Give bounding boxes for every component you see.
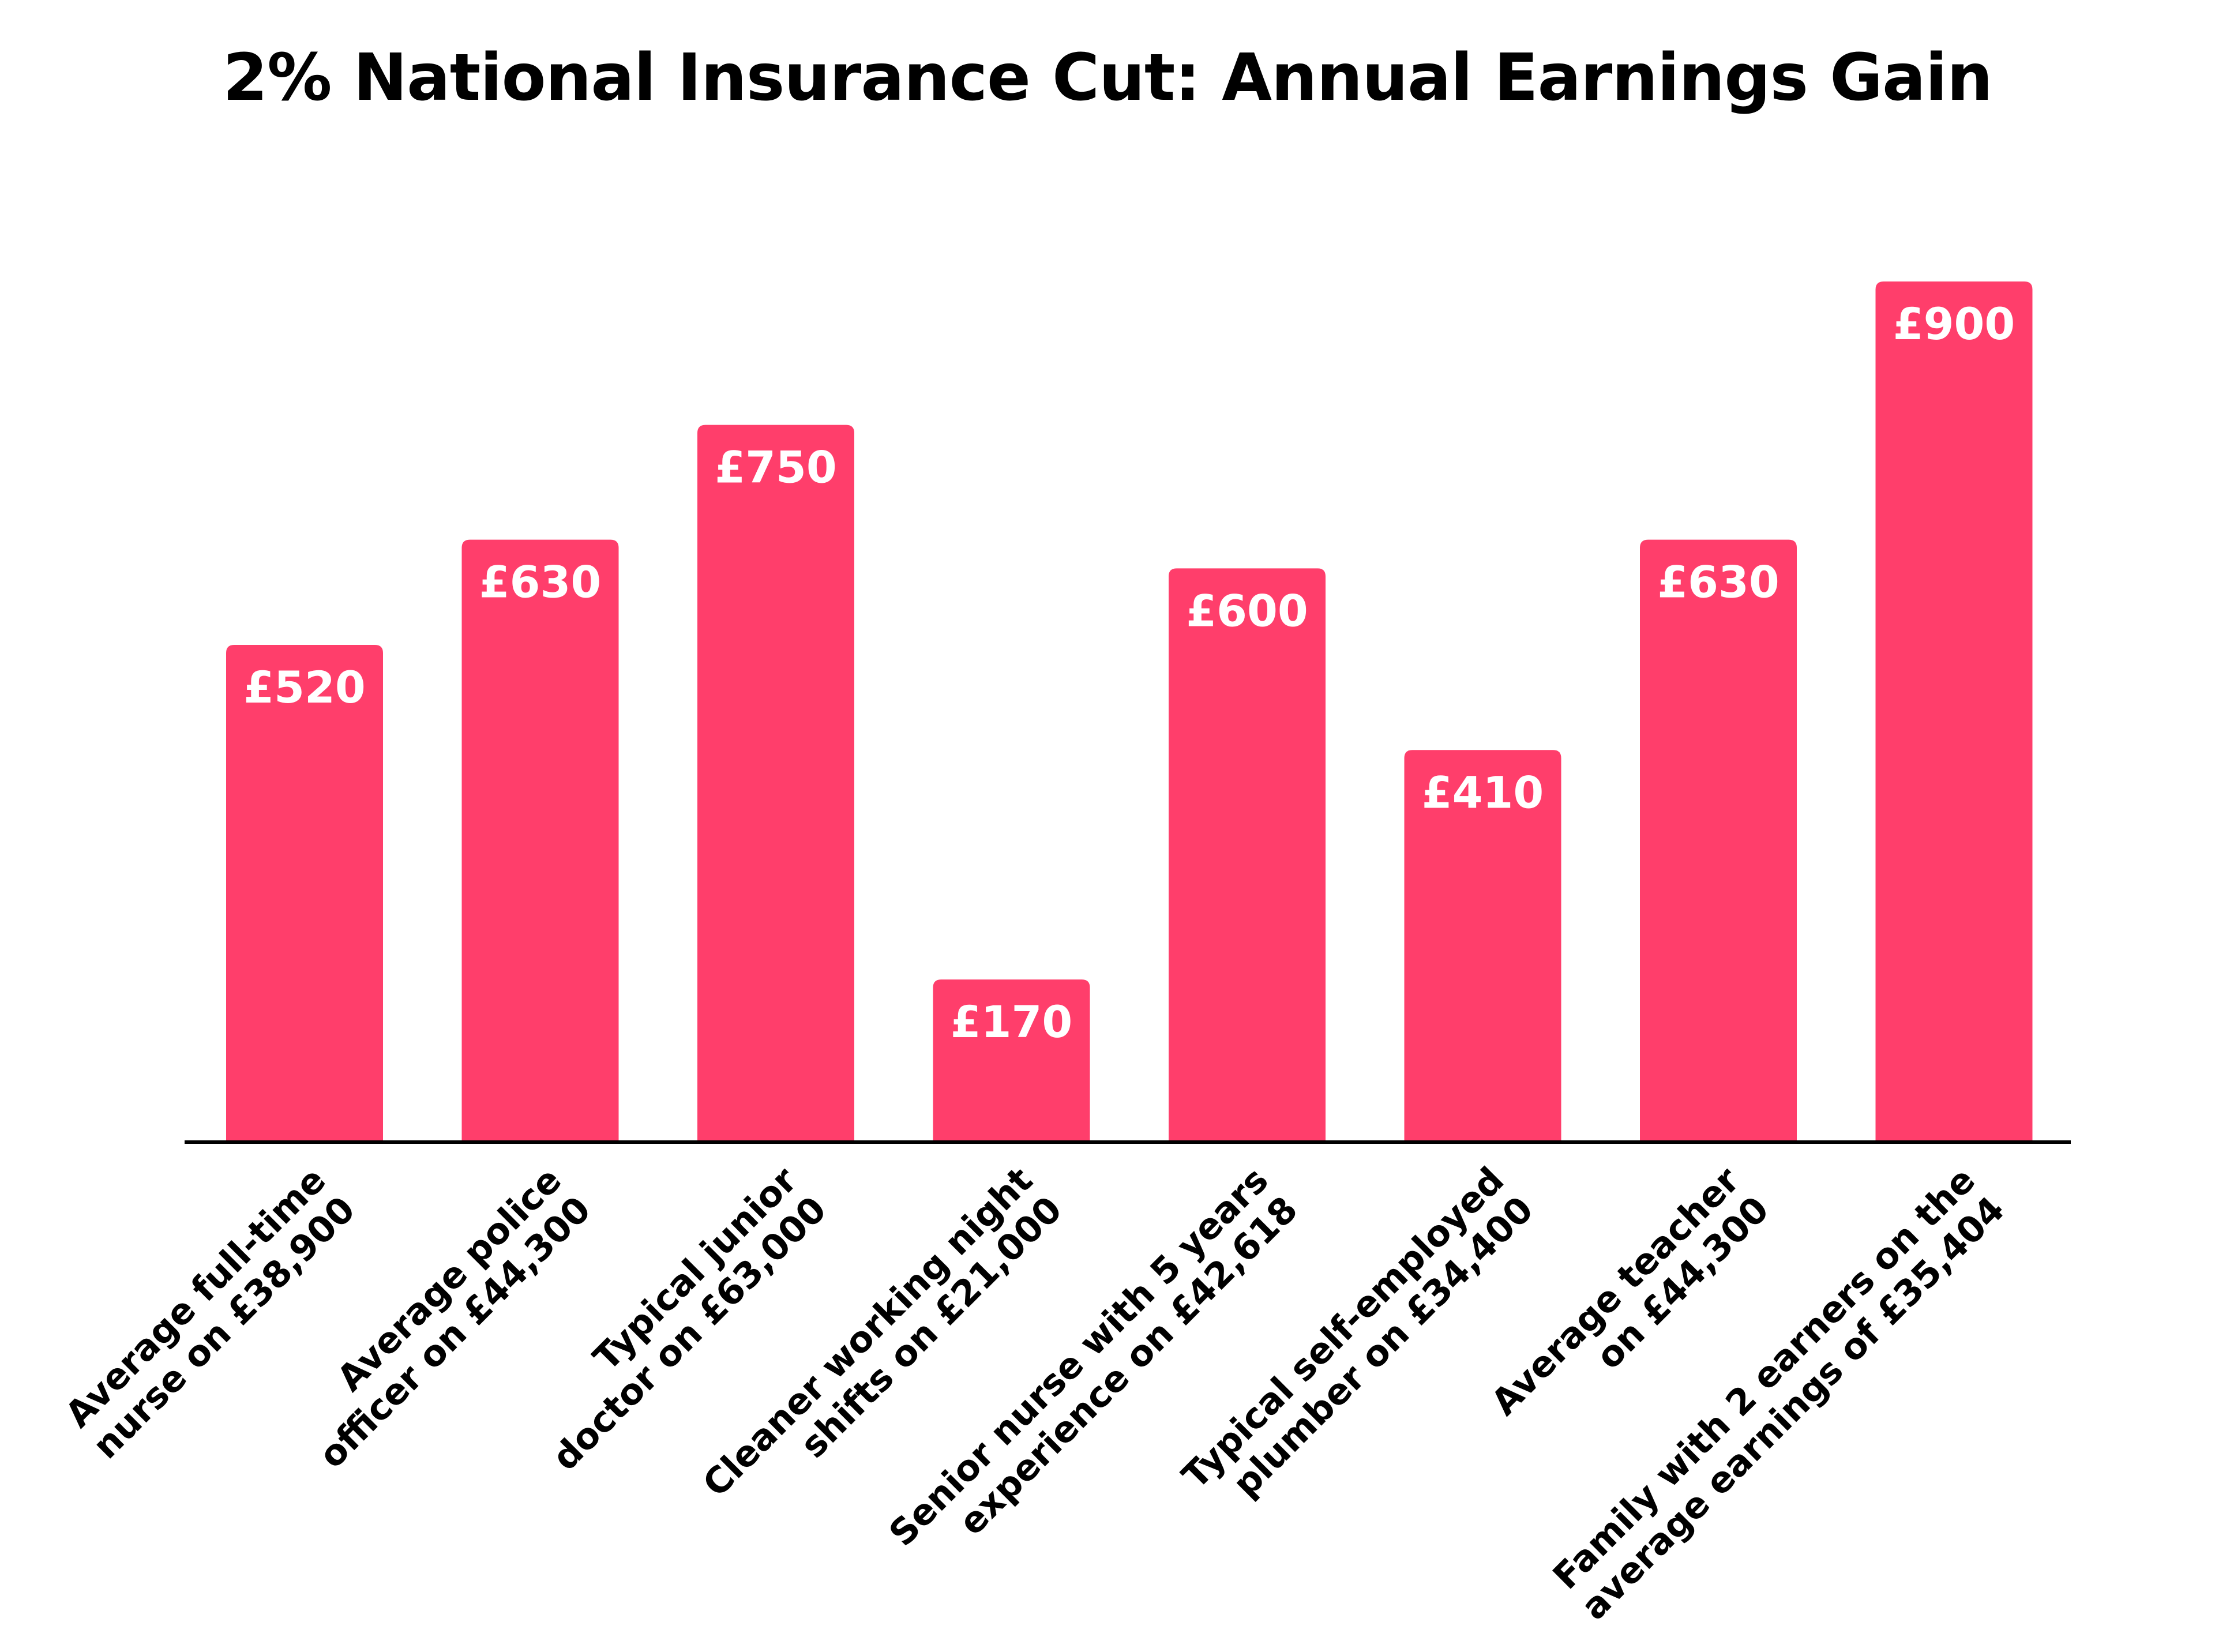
- x-tick-label-2-line-2: officer on £44,300: [311, 1188, 599, 1477]
- bar-value-label-2: £630: [479, 557, 602, 608]
- bar-2: [461, 539, 619, 1142]
- bar-4: [933, 979, 1090, 1142]
- bar-5: [1169, 568, 1326, 1142]
- bar-value-label-4: £170: [951, 996, 1073, 1047]
- x-tick-label-7-line-1: Average teacher: [1483, 1159, 1748, 1424]
- bar-value-label-7: £630: [1657, 557, 1779, 608]
- bar-7: [1640, 539, 1797, 1142]
- bar-value-label-1: £520: [243, 662, 366, 713]
- bar-8: [1875, 281, 2033, 1142]
- chart-title: 2% National Insurance Cut: Annual Earnin…: [223, 40, 1992, 115]
- bar-3: [697, 425, 854, 1142]
- x-tick-label-1-line-1: Average full-time: [57, 1159, 334, 1436]
- bar-value-label-3: £750: [715, 442, 837, 493]
- bar-value-label-6: £410: [1422, 767, 1544, 818]
- bar-value-label-8: £900: [1893, 298, 2015, 350]
- bar-value-label-5: £600: [1186, 585, 1308, 636]
- bars-layer: £520 £630 £750 £170 £600 £410 £630 £900: [226, 281, 2033, 1142]
- bar-1: [226, 644, 383, 1142]
- bar-6: [1404, 750, 1561, 1142]
- x-tick-label-5-line-1: Senior nurse with 5 years: [881, 1159, 1277, 1555]
- x-tick-label-1-line-2: nurse on £38,900: [84, 1188, 363, 1467]
